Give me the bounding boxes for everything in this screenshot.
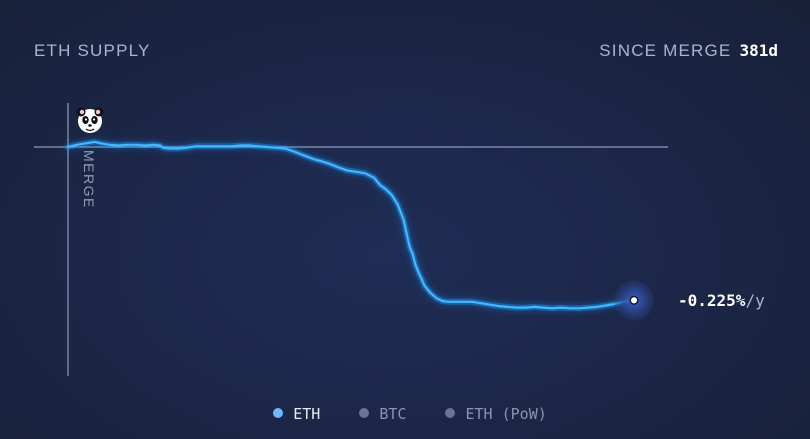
since-merge-days: 381d	[739, 41, 778, 60]
end-point-marker	[629, 295, 639, 305]
legend-dot-btc	[359, 408, 370, 418]
panda-icon	[76, 107, 104, 133]
eth-series-line	[66, 140, 636, 310]
legend-dot-eth-pow	[445, 408, 456, 418]
end-unit: /y	[745, 291, 765, 310]
legend-item-eth-pow[interactable]: ETH (PoW)	[445, 405, 547, 423]
chart-legend: ETH BTC ETH (PoW)	[0, 405, 810, 423]
legend-label-eth: ETH	[293, 405, 321, 423]
legend-item-eth[interactable]: ETH	[273, 405, 320, 423]
legend-label-eth-pow: ETH (PoW)	[465, 405, 547, 423]
legend-label-btc: BTC	[379, 405, 407, 423]
since-merge-indicator: SINCE MERGE 381d	[599, 41, 778, 61]
eth-series-glow	[65, 138, 637, 312]
legend-dot-eth	[273, 408, 284, 418]
end-value: -0.225%	[678, 291, 746, 310]
chart-title: ETH SUPPLY	[34, 41, 151, 60]
end-value-label: -0.225%/y	[678, 291, 765, 310]
since-merge-label: SINCE MERGE	[599, 41, 732, 60]
merge-label: MERGE	[81, 150, 97, 209]
legend-item-btc[interactable]: BTC	[359, 405, 406, 423]
